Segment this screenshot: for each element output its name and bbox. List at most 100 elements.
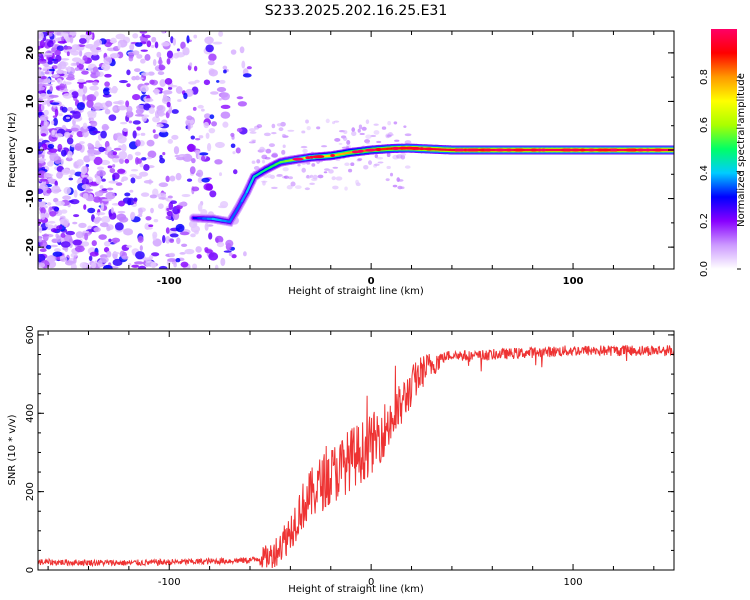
noise-blob [74,245,85,253]
noise-blob [38,139,41,143]
noise-blob [357,158,363,161]
noise-blob [52,117,58,126]
noise-blob [110,207,114,214]
noise-blob [172,38,177,46]
noise-blob [214,159,223,165]
noise-blob [77,78,85,83]
noise-blob [196,169,204,178]
noise-blob [95,176,102,185]
noise-blob [46,40,54,48]
noise-blob [54,108,59,117]
noise-blob [128,120,133,124]
noise-blob [344,186,348,191]
noise-blob [376,156,384,160]
noise-blob [165,227,170,234]
colorbar-tick-label: 0.4 [699,165,710,181]
noise-blob [38,188,44,194]
noise-blob [56,235,62,243]
noise-blob [136,104,146,111]
noise-blob [186,115,193,121]
ridge-peak [330,154,335,158]
noise-blob [204,222,209,231]
noise-blob [363,164,369,170]
noise-blob [87,225,93,231]
noise-blob [31,221,35,224]
noise-blob [154,41,159,49]
noise-blob [370,134,377,138]
noise-blob [203,121,210,129]
x-tick-label: -100 [158,577,181,588]
noise-blob [131,264,140,268]
noise-blob [197,177,204,184]
noise-blob [129,189,134,193]
noise-blob [190,225,201,233]
noise-blob [65,230,75,236]
spectrogram-x-axis-label: Height of straight line (km) [288,286,424,297]
noise-blob [89,85,99,91]
noise-blob [252,140,256,144]
noise-blob [47,175,53,184]
noise-blob [210,91,219,95]
ridge-peak [494,148,506,152]
noise-blob [141,72,150,76]
noise-blob [106,146,112,152]
noise-blob [177,99,182,103]
noise-blob [69,199,80,205]
ridge-peak [398,146,409,150]
noise-blob [236,127,243,133]
noise-blob [317,174,324,179]
noise-blob [67,106,73,112]
noise-blob [67,65,71,73]
noise-blob [166,210,173,217]
noise-blob [99,185,104,189]
noise-blob [209,190,217,198]
noise-blob [39,146,44,152]
noise-blob [263,132,271,137]
noise-blob [112,106,118,112]
noise-blob [39,178,48,182]
noise-blob [111,237,121,243]
noise-blob [62,93,73,99]
noise-blob [143,164,150,171]
noise-blob [49,85,53,92]
ridge-peak [636,148,645,152]
ridge-peak [351,150,360,154]
ridge-peak [393,146,400,150]
noise-blob [186,35,190,44]
noise-blob [342,136,348,142]
noise-blob [55,200,65,206]
noise-blob [167,86,173,90]
ridge-peak [579,148,586,152]
noise-blob [38,226,43,234]
noise-blob [81,165,88,175]
noise-blob [60,158,64,165]
ridge-peak [563,148,572,152]
noise-blob [28,168,37,172]
noise-blob [70,50,80,56]
noise-blob [194,149,201,155]
colorbar-tick-label: 0.2 [699,213,710,229]
noise-blob [78,37,87,44]
noise-blob [233,169,238,175]
noise-blob [42,67,48,72]
noise-blob [191,186,200,192]
noise-blob [138,207,143,216]
noise-blob [39,241,43,246]
noise-blob [246,66,252,70]
noise-blob [276,174,283,178]
noise-blob [44,71,50,75]
noise-blob [175,156,185,161]
noise-blob [174,154,180,158]
noise-blob [132,93,141,101]
noise-blob [71,57,82,63]
noise-blob [220,111,231,119]
noise-blob [72,239,83,246]
noise-blob [40,75,47,80]
noise-blob [117,105,127,111]
noise-blob [48,220,56,224]
noise-blob [99,256,109,263]
noise-blob [282,144,286,149]
noise-blob [300,145,308,149]
noise-blob [112,251,120,255]
